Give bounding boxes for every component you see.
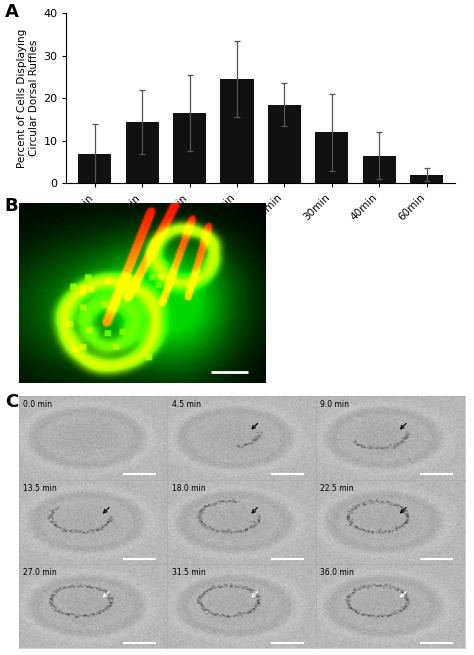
Bar [173,113,206,183]
Bar [363,156,396,183]
Text: 36.0 min: 36.0 min [320,568,355,577]
Text: 31.5 min: 31.5 min [172,568,206,577]
Text: 13.5 min: 13.5 min [23,483,57,493]
Text: A: A [5,3,18,21]
Bar [268,105,301,183]
Text: C: C [5,393,18,411]
Text: 9.0 min: 9.0 min [320,400,349,409]
Bar [315,132,348,183]
Text: 27.0 min: 27.0 min [23,568,57,577]
Text: 18.0 min: 18.0 min [172,483,206,493]
Bar [410,175,443,183]
Text: B: B [5,196,18,214]
Text: 0.0 min: 0.0 min [23,400,53,409]
Bar [220,79,254,183]
Text: 4.5 min: 4.5 min [172,400,201,409]
Text: 22.5 min: 22.5 min [320,483,354,493]
Bar [78,154,111,183]
Y-axis label: Percent of Cells Displaying
Circular Dorsal Ruffles: Percent of Cells Displaying Circular Dor… [18,29,39,168]
Bar [126,122,159,183]
